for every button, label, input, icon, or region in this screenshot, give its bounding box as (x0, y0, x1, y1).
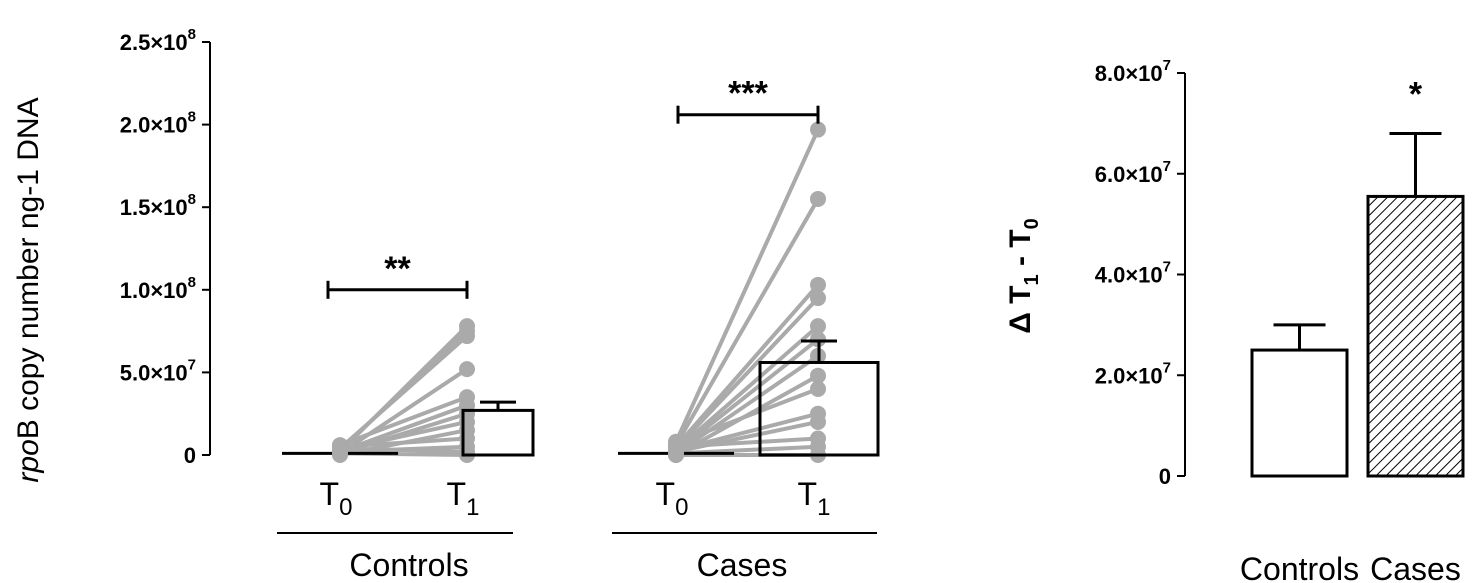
point-t0 (668, 447, 684, 463)
point-t1 (810, 190, 826, 207)
category-label: Cases (1370, 551, 1461, 583)
left-y-tick-label-base: 5.0×10 (120, 360, 188, 385)
significance-label: ** (384, 250, 411, 288)
right-y-tick-label-exp: 7 (1163, 158, 1171, 175)
point-t1 (810, 121, 826, 138)
left-y-axis-title: rpoB copy number ng-1 DNA (12, 97, 45, 482)
right-y-tick-label: 6.0×107 (1095, 158, 1171, 187)
left-y-tick-label-base: 1.5×10 (120, 195, 188, 220)
paired-line (338, 367, 469, 456)
significance-label: *** (728, 75, 768, 113)
right-y-axis-title: Δ T1 - T0 (1004, 218, 1043, 333)
category-label: T0 (656, 476, 689, 521)
paired-line (675, 387, 819, 446)
left-y-tick-label-base: 2.5×10 (120, 30, 188, 55)
point-t0 (332, 445, 348, 462)
left-y-tick-label-exp: 8 (188, 109, 196, 126)
point-t1 (459, 361, 475, 378)
right-y-tick-label-base: 4.0×10 (1095, 263, 1163, 288)
left-y-tick-label-base: 0 (184, 443, 196, 468)
left-y-tick-label: 5.0×107 (120, 356, 196, 385)
category-label-sub: 1 (466, 494, 479, 521)
left-y-tick-label: 0 (184, 443, 196, 468)
category-label-sub: 0 (675, 494, 688, 521)
right-y-tick-label: 0 (1159, 464, 1171, 489)
right-y-tick-label: 4.0×107 (1095, 259, 1171, 288)
right-y-tick-label-base: 0 (1159, 464, 1171, 489)
point-t1 (810, 413, 826, 430)
category-label-main: T (320, 476, 340, 512)
significance-label: * (1409, 75, 1423, 113)
right-y-tick-label-exp: 7 (1163, 57, 1171, 74)
category-label-main: T (798, 476, 818, 512)
paired-line (674, 324, 820, 452)
right-y-tick-label: 2.0×107 (1095, 359, 1171, 388)
left-y-tick-label-exp: 7 (188, 356, 196, 373)
paired-line (675, 436, 819, 449)
left-y-tick-label-exp: 8 (188, 26, 196, 43)
right-y-tick-label: 8.0×107 (1095, 57, 1171, 86)
paired-line (339, 395, 468, 447)
left-y-tick-label-base: 2.0×10 (120, 113, 188, 138)
right-y-tick-label-exp: 7 (1163, 359, 1171, 376)
left-y-tick-label: 1.5×108 (120, 191, 196, 220)
category-label-main: T (656, 476, 676, 512)
point-t1 (810, 331, 826, 348)
left-y-tick-label: 2.5×108 (120, 26, 196, 55)
point-t1 (810, 290, 826, 307)
category-label: T0 (320, 476, 353, 521)
category-label: T1 (798, 476, 831, 521)
right-y-tick-label-base: 6.0×10 (1095, 162, 1163, 187)
paired-line (674, 197, 820, 447)
right-y-tick-label-exp: 7 (1163, 259, 1171, 276)
paired-line (674, 128, 820, 443)
left-y-tick-label: 1.0×108 (120, 274, 196, 303)
category-label: T1 (447, 476, 480, 521)
group-label: Cases (697, 547, 788, 583)
left-y-tick-label-exp: 8 (188, 274, 196, 291)
point-t1 (810, 380, 826, 397)
right-panel: 02.0×1074.0×1076.0×1078.0×107Controls*Ca… (1095, 57, 1465, 583)
paired-line (674, 296, 820, 450)
paired-line (674, 283, 820, 449)
bar-cases (1366, 194, 1465, 478)
point-t1 (810, 318, 826, 335)
paired-line (674, 354, 820, 455)
point-t1 (459, 328, 475, 345)
paired-line (339, 436, 468, 449)
group-label: Controls (349, 547, 468, 583)
point-t1 (810, 276, 826, 293)
category-label: Controls (1240, 551, 1359, 583)
left-y-tick-label-base: 1.0×10 (120, 278, 188, 303)
point-t1 (810, 367, 826, 384)
right-y-tick-label-base: 8.0×10 (1095, 61, 1163, 86)
left-y-tick-label-exp: 8 (188, 191, 196, 208)
left-panel: 05.0×1071.0×1081.5×1082.0×1082.5×108**T0… (120, 26, 880, 583)
right-y-tick-label-base: 2.0×10 (1095, 363, 1163, 388)
paired-line (338, 334, 469, 450)
bar-controls (1250, 348, 1349, 478)
category-label-sub: 1 (817, 494, 830, 521)
left-y-tick-label: 2.0×108 (120, 109, 196, 138)
category-label-main: T (447, 476, 467, 512)
paired-line (339, 446, 468, 454)
category-label-sub: 0 (339, 494, 352, 521)
